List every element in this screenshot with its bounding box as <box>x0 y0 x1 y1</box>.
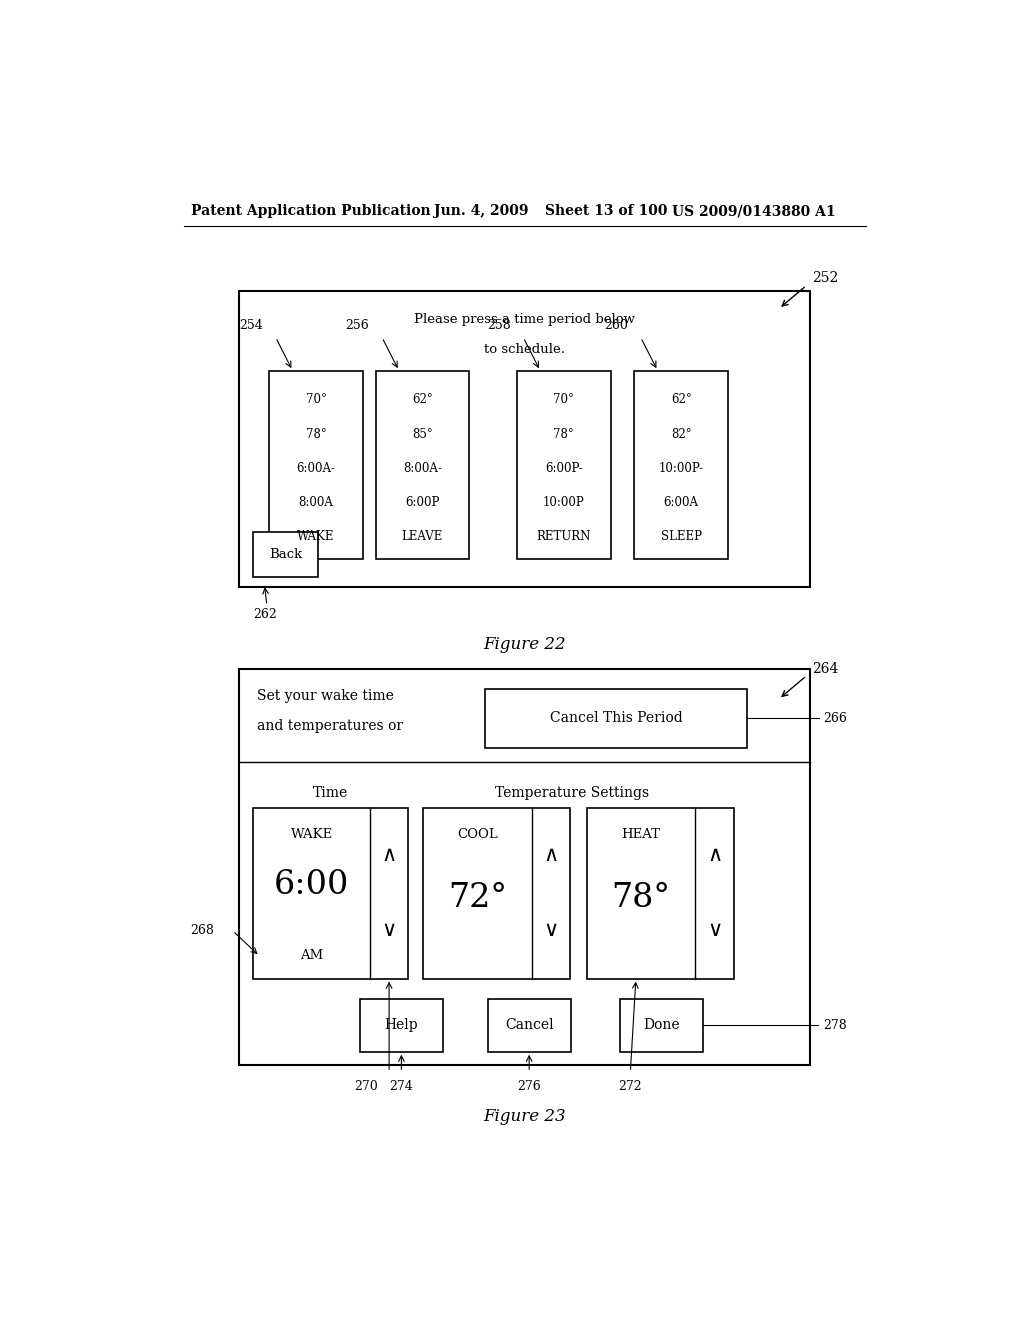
Text: and temperatures or: and temperatures or <box>257 719 402 734</box>
Text: 252: 252 <box>812 272 839 285</box>
Bar <box>634 371 728 558</box>
Text: ∨: ∨ <box>382 921 396 940</box>
Text: HEAT: HEAT <box>622 828 660 841</box>
Text: Sheet 13 of 100: Sheet 13 of 100 <box>545 205 668 218</box>
Text: 272: 272 <box>618 1080 642 1093</box>
Text: 274: 274 <box>389 1080 414 1093</box>
Text: 70°: 70° <box>553 393 574 407</box>
Text: 6:00A: 6:00A <box>664 496 698 510</box>
Text: Done: Done <box>643 1019 680 1032</box>
Text: 70°: 70° <box>305 393 327 407</box>
Text: WAKE: WAKE <box>291 828 333 841</box>
Text: 85°: 85° <box>412 428 433 441</box>
Text: ∨: ∨ <box>707 921 722 940</box>
Bar <box>359 999 443 1052</box>
Text: 6:00A-: 6:00A- <box>297 462 336 475</box>
Text: 276: 276 <box>517 1080 541 1093</box>
Text: Patent Application Publication: Patent Application Publication <box>191 205 431 218</box>
Text: Please press a time period below: Please press a time period below <box>415 313 635 326</box>
Text: 264: 264 <box>812 661 839 676</box>
Text: LEAVE: LEAVE <box>401 531 443 543</box>
Text: US 2009/0143880 A1: US 2009/0143880 A1 <box>672 205 836 218</box>
Text: ∨: ∨ <box>544 921 559 940</box>
Text: 78°: 78° <box>611 882 671 915</box>
Text: 256: 256 <box>345 319 370 333</box>
Text: 78°: 78° <box>306 428 327 441</box>
Bar <box>587 808 733 978</box>
Bar <box>485 689 748 748</box>
Text: Back: Back <box>269 548 302 561</box>
Bar <box>487 999 570 1052</box>
Text: 6:00P: 6:00P <box>406 496 439 510</box>
Bar <box>517 371 610 558</box>
Text: WAKE: WAKE <box>297 531 335 543</box>
Text: ∧: ∧ <box>544 846 559 865</box>
Text: 6:00: 6:00 <box>274 869 349 902</box>
Text: 258: 258 <box>486 319 511 333</box>
Bar <box>376 371 469 558</box>
Text: SLEEP: SLEEP <box>660 531 701 543</box>
Text: ∧: ∧ <box>707 846 722 865</box>
Text: 270: 270 <box>354 1080 378 1093</box>
Text: 278: 278 <box>823 1019 847 1032</box>
Text: 268: 268 <box>189 924 214 937</box>
Text: Jun. 4, 2009: Jun. 4, 2009 <box>433 205 528 218</box>
Text: 254: 254 <box>240 319 263 333</box>
Text: 8:00A-: 8:00A- <box>403 462 442 475</box>
Bar <box>620 999 703 1052</box>
Text: 10:00P-: 10:00P- <box>658 462 703 475</box>
Text: Set your wake time: Set your wake time <box>257 689 393 704</box>
Text: ∧: ∧ <box>382 846 396 865</box>
Text: 82°: 82° <box>671 428 691 441</box>
Bar <box>240 290 811 587</box>
Text: Figure 23: Figure 23 <box>483 1107 566 1125</box>
Text: RETURN: RETURN <box>537 531 591 543</box>
Bar <box>253 808 409 978</box>
Text: Temperature Settings: Temperature Settings <box>496 785 649 800</box>
Text: 10:00P: 10:00P <box>543 496 585 510</box>
Text: 62°: 62° <box>412 393 433 407</box>
Text: Cancel: Cancel <box>505 1019 554 1032</box>
Bar <box>423 808 570 978</box>
Bar <box>253 532 318 577</box>
Bar <box>240 669 811 1065</box>
Text: AM: AM <box>300 949 324 962</box>
Text: COOL: COOL <box>457 828 498 841</box>
Text: Help: Help <box>385 1019 418 1032</box>
Bar <box>269 371 362 558</box>
Text: 6:00P-: 6:00P- <box>545 462 583 475</box>
Text: 78°: 78° <box>553 428 574 441</box>
Text: 72°: 72° <box>449 882 507 915</box>
Text: to schedule.: to schedule. <box>484 343 565 356</box>
Text: 260: 260 <box>604 319 628 333</box>
Text: 262: 262 <box>253 607 278 620</box>
Text: Time: Time <box>312 785 348 800</box>
Text: 266: 266 <box>823 711 847 725</box>
Text: 8:00A: 8:00A <box>299 496 334 510</box>
Text: 62°: 62° <box>671 393 691 407</box>
Text: Cancel This Period: Cancel This Period <box>550 711 682 726</box>
Text: Figure 22: Figure 22 <box>483 636 566 653</box>
